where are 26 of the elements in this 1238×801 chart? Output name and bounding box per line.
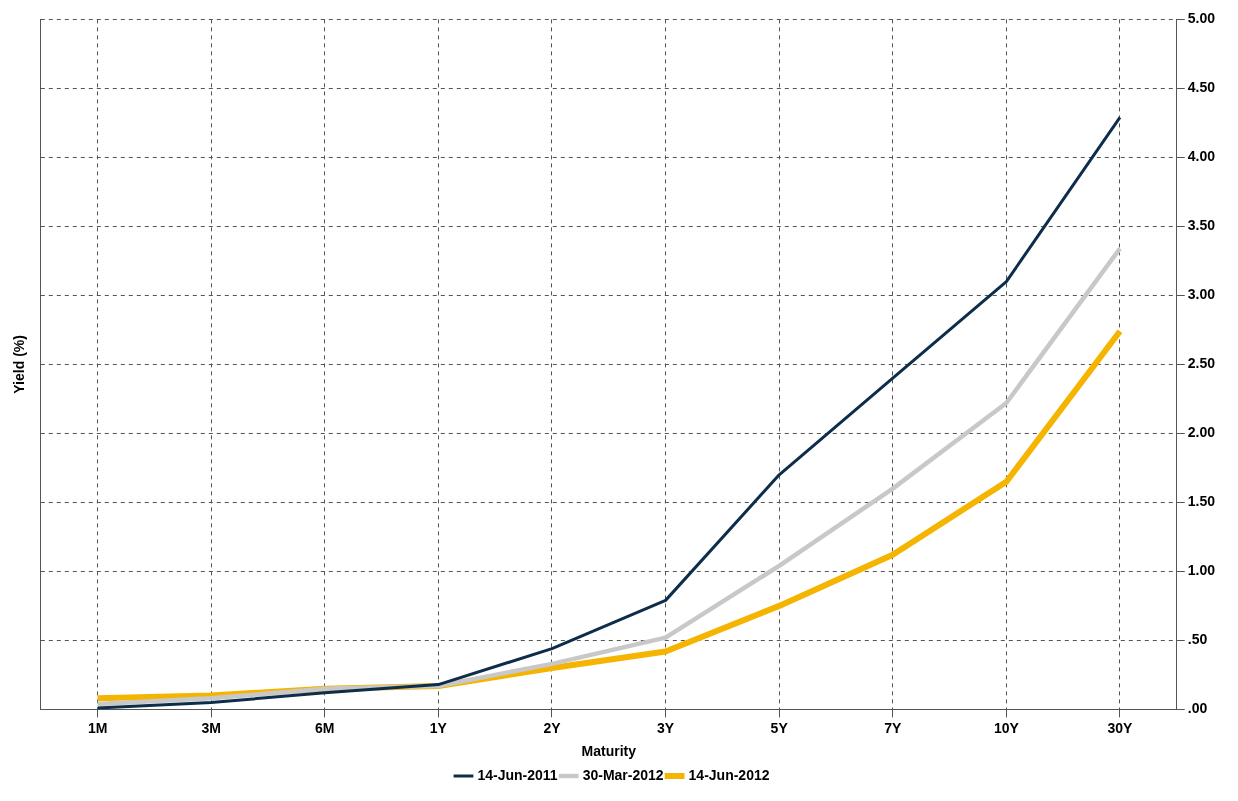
y-tick-label: 5.00 bbox=[1187, 10, 1216, 27]
x-tick-label: 10Y bbox=[993, 719, 1020, 736]
y-tick-label: 4.50 bbox=[1187, 79, 1216, 96]
x-axis-title: Maturity bbox=[581, 743, 637, 760]
y-tick-label: 1.00 bbox=[1187, 562, 1216, 579]
x-tick-label: 6M bbox=[315, 719, 335, 736]
x-tick-label: 3M bbox=[201, 719, 221, 736]
x-tick-label: 5Y bbox=[770, 719, 789, 736]
x-tick-label: 1M bbox=[87, 719, 108, 736]
x-tick-label: 7Y bbox=[884, 719, 902, 736]
legend-label: 14-Jun-2011 bbox=[477, 766, 558, 783]
y-tick-label: 4.00 bbox=[1187, 148, 1216, 165]
y-tick-label: 3.50 bbox=[1187, 217, 1216, 234]
legend-label: 30-Mar-2012 bbox=[582, 766, 664, 783]
x-tick-label: 3Y bbox=[657, 719, 675, 736]
legend-label: 14-Jun-2012 bbox=[688, 766, 770, 783]
x-tick-label: 2Y bbox=[543, 719, 562, 736]
y-axis-title: Yield (%) bbox=[11, 335, 28, 394]
y-tick-label: 3.00 bbox=[1187, 286, 1216, 303]
y-tick-label: 2.50 bbox=[1187, 355, 1216, 372]
x-tick-label: 1Y bbox=[429, 719, 448, 736]
y-tick-label: .50 bbox=[1187, 631, 1208, 648]
y-tick-label: 2.00 bbox=[1187, 424, 1216, 441]
y-tick-label: 1.50 bbox=[1187, 493, 1216, 510]
y-tick-label: .00 bbox=[1187, 700, 1208, 717]
x-tick-label: 30Y bbox=[1107, 719, 1134, 736]
